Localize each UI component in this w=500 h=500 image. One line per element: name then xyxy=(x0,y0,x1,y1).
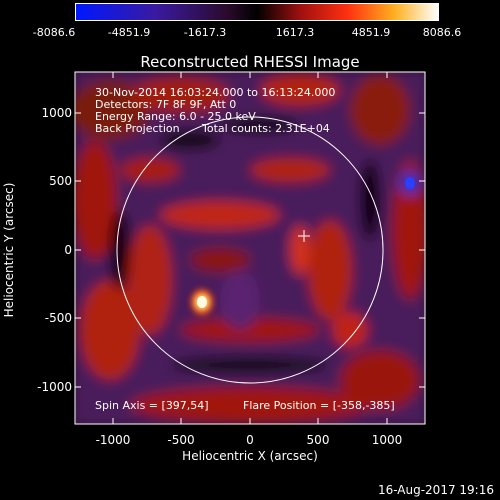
solar-limb-circle xyxy=(116,116,384,384)
total-counts-label: Total counts: 2.31E+04 xyxy=(202,122,330,135)
generation-date: 16-Aug-2017 19:16 xyxy=(377,483,494,497)
flare-position-label: Flare Position = [-358,-385] xyxy=(243,399,395,412)
y-tick-label: -500 xyxy=(44,311,72,325)
x-tick-label: -1000 xyxy=(95,433,131,447)
x-tick-label: 1000 xyxy=(371,433,403,447)
spin-axis-marker xyxy=(298,230,310,242)
axis-ticks xyxy=(75,72,425,424)
x-axis-label: Heliocentric X (arcsec) xyxy=(182,449,318,463)
y-tick-label: 1000 xyxy=(41,106,72,120)
colorbar-tick-label: -8086.6 xyxy=(32,26,76,39)
colorbar-tick-label: -4851.9 xyxy=(107,26,151,39)
colorbar-tick-label: -1617.3 xyxy=(183,26,227,39)
colorbar xyxy=(75,3,439,21)
method-label: Back Projection xyxy=(95,122,180,135)
y-axis-label: Heliocentric Y (arcsec) xyxy=(2,182,16,318)
x-tick-label: -500 xyxy=(167,433,195,447)
detectors-label: Detectors: 7F 8F 9F, Att 0 xyxy=(95,98,237,111)
energy-range-label: Energy Range: 6.0 - 25.0 keV xyxy=(95,110,256,123)
x-tick-label: 500 xyxy=(306,433,330,447)
time-range-label: 30-Nov-2014 16:03:24.000 to 16:13:24.000 xyxy=(95,86,336,99)
y-tick-label: 500 xyxy=(49,174,72,188)
x-tick-label: 0 xyxy=(246,433,254,447)
spin-axis-label: Spin Axis = [397,54] xyxy=(95,399,209,412)
y-tick-label: 0 xyxy=(64,243,72,257)
y-tick-label: -1000 xyxy=(37,380,72,394)
colorbar-tick-label: 4851.9 xyxy=(351,26,391,39)
colorbar-tick-label: 8086.6 xyxy=(422,26,462,39)
colorbar-tick-label: 1617.3 xyxy=(275,26,315,39)
image-title: Reconstructed RHESSI Image xyxy=(140,53,360,71)
